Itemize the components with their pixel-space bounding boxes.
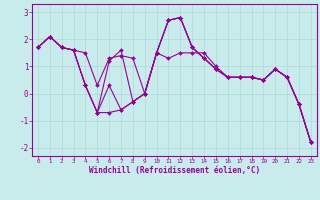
X-axis label: Windchill (Refroidissement éolien,°C): Windchill (Refroidissement éolien,°C) bbox=[89, 166, 260, 175]
